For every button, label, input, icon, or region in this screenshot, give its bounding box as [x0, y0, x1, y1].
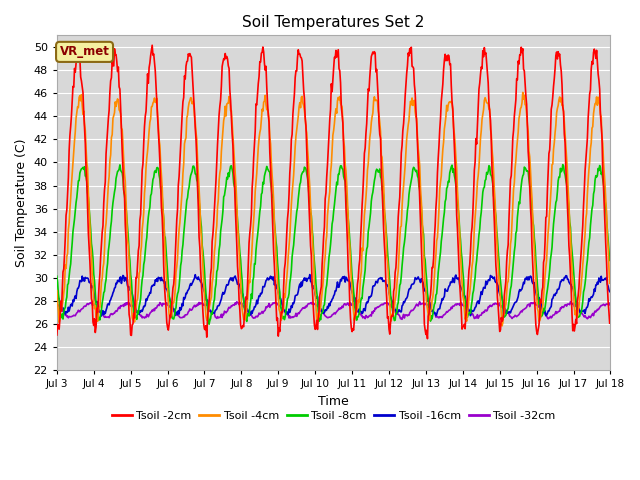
Y-axis label: Soil Temperature (C): Soil Temperature (C): [15, 139, 28, 267]
Text: VR_met: VR_met: [60, 46, 109, 59]
Title: Soil Temperatures Set 2: Soil Temperatures Set 2: [243, 15, 425, 30]
Legend: Tsoil -2cm, Tsoil -4cm, Tsoil -8cm, Tsoil -16cm, Tsoil -32cm: Tsoil -2cm, Tsoil -4cm, Tsoil -8cm, Tsoi…: [108, 406, 560, 425]
X-axis label: Time: Time: [318, 395, 349, 408]
